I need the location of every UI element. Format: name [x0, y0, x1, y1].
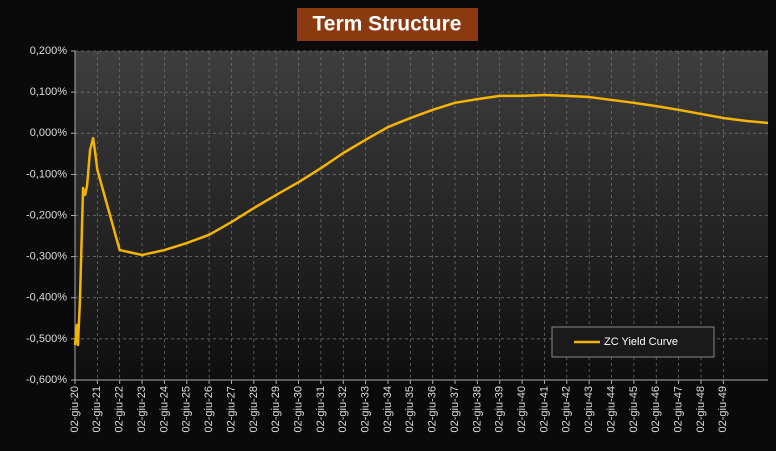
x-tick-label: 02-giu-24	[158, 386, 170, 432]
x-tick-label: 02-giu-35	[404, 386, 416, 432]
x-tick-label: 02-giu-49	[717, 386, 729, 432]
x-tick-label: 02-giu-30	[292, 386, 304, 432]
y-tick-label: -0,600%	[26, 374, 67, 386]
x-tick-label: 02-giu-47	[672, 386, 684, 432]
x-tick-label: 02-giu-42	[561, 386, 573, 432]
x-tick-label: 02-giu-28	[248, 386, 260, 432]
x-tick-label: 02-giu-44	[605, 386, 617, 432]
y-tick-label: -0,200%	[26, 209, 67, 221]
x-tick-label: 02-giu-45	[628, 386, 640, 432]
x-tick-label: 02-giu-38	[471, 386, 483, 432]
y-tick-label: 0,100%	[30, 86, 68, 98]
x-tick-label: 02-giu-37	[449, 386, 461, 432]
x-tick-label: 02-giu-32	[337, 386, 349, 432]
x-tick-label: 02-giu-39	[494, 386, 506, 432]
y-tick-label: -0,400%	[26, 292, 67, 304]
x-tick-label: 02-giu-21	[91, 386, 103, 432]
x-tick-label: 02-giu-48	[695, 386, 707, 432]
x-tick-label: 02-giu-31	[315, 386, 327, 432]
x-tick-label: 02-giu-41	[538, 386, 550, 432]
x-tick-label: 02-giu-25	[181, 386, 193, 432]
x-tick-label: 02-giu-46	[650, 386, 662, 432]
x-tick-label: 02-giu-43	[583, 386, 595, 432]
x-tick-label: 02-giu-34	[382, 386, 394, 432]
x-tick-label: 02-giu-20	[69, 386, 81, 432]
title-box	[297, 8, 478, 41]
x-tick-label: 02-giu-40	[516, 386, 528, 432]
x-tick-label: 02-giu-23	[136, 386, 148, 432]
x-tick-label: 02-giu-26	[203, 386, 215, 432]
line	[73, 93, 769, 347]
x-tick-label: 02-giu-36	[427, 386, 439, 432]
legend-label: ZC Yield Curve	[604, 336, 678, 348]
x-tick-label: 02-giu-29	[270, 386, 282, 432]
y-tick-label: -0,300%	[26, 251, 67, 263]
x-tick-label: 02-giu-22	[114, 386, 126, 432]
x-tick-label: 02-giu-33	[360, 386, 372, 432]
y-tick-label: -0,100%	[26, 168, 67, 180]
y-tick-label: 0,000%	[30, 127, 68, 139]
y-tick-label: -0,500%	[26, 333, 67, 345]
x-tick-label: 02-giu-27	[225, 386, 237, 432]
y-tick-label: 0,200%	[30, 45, 68, 57]
chart-title: Term Structure	[313, 13, 462, 36]
